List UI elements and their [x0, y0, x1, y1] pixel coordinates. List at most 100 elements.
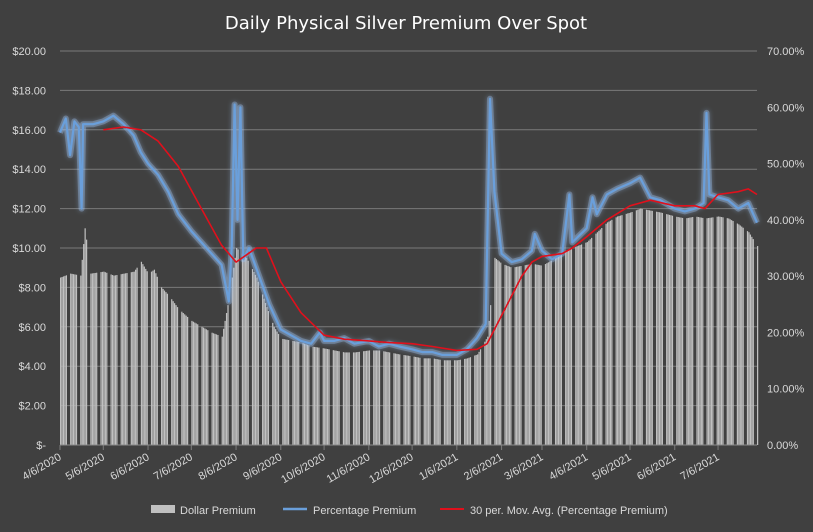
dollar-premium-bar	[100, 272, 102, 445]
dollar-premium-bar	[417, 357, 420, 445]
legend-label-moving-average: 30 per. Mov. Avg. (Percentage Premium)	[470, 505, 668, 517]
dollar-premium-bar	[322, 348, 324, 445]
dollar-premium-bar	[625, 213, 627, 445]
dollar-premium-bar	[580, 244, 583, 445]
dollar-premium-bar	[337, 351, 339, 445]
dollar-premium-bar	[650, 210, 652, 445]
dollar-premium-bar	[332, 350, 334, 445]
y-right-tick-label: 50.00%	[767, 159, 805, 171]
dollar-premium-bar	[630, 212, 632, 445]
dollar-premium-bar	[635, 210, 638, 445]
dollar-premium-bar	[458, 360, 460, 445]
dollar-premium-bar	[433, 358, 435, 445]
dollar-premium-bar	[478, 351, 480, 445]
dollar-premium-bar	[557, 255, 560, 445]
dollar-premium-bar	[367, 350, 369, 445]
dollar-premium-bar	[257, 281, 259, 445]
dollar-premium-bar	[363, 351, 365, 445]
dollar-premium-bar	[204, 328, 206, 445]
dollar-premium-bar	[184, 314, 186, 445]
moving-average-line	[103, 126, 758, 352]
dollar-premium-bar	[601, 228, 603, 445]
dollar-premium-bar	[647, 210, 649, 445]
dollar-premium-bar	[312, 346, 314, 445]
dollar-premium-bar	[223, 328, 225, 445]
x-tick-label: 8/6/2020	[196, 451, 239, 483]
dollar-premium-bar	[344, 352, 346, 445]
dollar-premium-bar	[75, 274, 78, 445]
dollar-premium-bar	[638, 209, 640, 445]
dollar-premium-bar	[91, 273, 93, 445]
x-tick-label: 12/6/2020	[367, 451, 415, 486]
dollar-premium-bar	[554, 257, 557, 445]
dollar-premium-bar	[569, 249, 571, 445]
dollar-premium-bar	[726, 218, 728, 445]
dollar-premium-bar	[275, 329, 277, 445]
dollar-premium-bar	[247, 260, 249, 445]
dollar-premium-bar	[328, 349, 330, 445]
dollar-premium-bar	[352, 352, 355, 445]
dollar-premium-bar	[528, 264, 531, 445]
dollar-premium-bar	[419, 357, 421, 445]
dollar-premium-bar	[165, 292, 167, 445]
dollar-premium-bar	[263, 298, 265, 445]
dollar-premium-bar	[655, 211, 658, 445]
dollar-premium-bar	[305, 344, 307, 445]
x-tick-label: 6/6/2020	[108, 451, 151, 483]
dollar-premium-bar	[757, 246, 759, 445]
dollar-premium-bar	[414, 356, 417, 445]
dollar-premium-bar	[186, 316, 189, 445]
x-axis: 4/6/2020 5/6/2020 6/6/2020 7/6/2020 8/6/2020…	[20, 444, 757, 486]
dollar-premium-bar	[696, 216, 698, 445]
dollar-premium-bar	[544, 264, 547, 445]
dollar-premium-bar	[185, 315, 187, 445]
dollar-premium-bar	[295, 341, 297, 445]
x-tick-label: 10/6/2020	[279, 451, 327, 486]
dollar-premium-bar	[123, 273, 125, 445]
dollar-premium-bar	[729, 219, 731, 445]
dollar-premium-bar	[80, 275, 82, 445]
y-right-tick-label: 20.00%	[767, 327, 805, 339]
dollar-premium-bar	[716, 216, 718, 445]
dollar-premium-bar	[615, 217, 617, 445]
dollar-premium-bar	[357, 352, 359, 445]
dollar-premium-bar	[146, 271, 148, 445]
y-left-tick-label: $20.00	[12, 46, 46, 58]
dollar-premium-bar	[578, 245, 580, 445]
dollar-premium-bar	[699, 217, 701, 445]
dollar-premium-bar	[277, 333, 280, 445]
dollar-premium-bar	[298, 341, 300, 445]
dollar-premium-bar	[104, 272, 106, 445]
dollar-premium-bar	[689, 217, 691, 445]
dollar-premium-bars	[60, 208, 759, 445]
dollar-premium-bar	[335, 350, 337, 445]
dollar-premium-bar	[205, 329, 207, 445]
dollar-premium-bar	[60, 277, 62, 445]
x-tick-label: 4/6/2021	[547, 451, 590, 483]
dollar-premium-bar	[668, 214, 671, 445]
dollar-premium-bar	[445, 360, 447, 445]
dollar-premium-bar	[599, 229, 601, 445]
dollar-premium-bar	[254, 274, 257, 445]
dollar-premium-bar	[81, 259, 83, 445]
moving-average-line-group	[103, 126, 758, 352]
dollar-premium-bar	[627, 213, 629, 445]
dollar-premium-bar	[225, 313, 228, 445]
dollar-premium-bar	[648, 210, 650, 445]
dollar-premium-bar	[494, 257, 496, 445]
dollar-premium-bar	[516, 266, 518, 445]
dollar-premium-bar	[116, 275, 118, 445]
dollar-premium-bar	[741, 226, 743, 445]
dollar-premium-bar	[387, 352, 389, 445]
dollar-premium-bar	[514, 267, 516, 445]
dollar-premium-bar	[608, 221, 610, 445]
dollar-premium-bar	[524, 265, 526, 445]
dollar-premium-bar	[384, 351, 386, 445]
dollar-premium-bar	[657, 211, 659, 445]
x-tick-label: 5/6/2021	[590, 451, 633, 483]
dollar-premium-bar	[282, 338, 284, 445]
dollar-premium-bar	[236, 248, 238, 445]
dollar-premium-bar	[224, 320, 226, 445]
dollar-premium-bar	[570, 248, 573, 445]
dollar-premium-bar	[651, 210, 653, 445]
